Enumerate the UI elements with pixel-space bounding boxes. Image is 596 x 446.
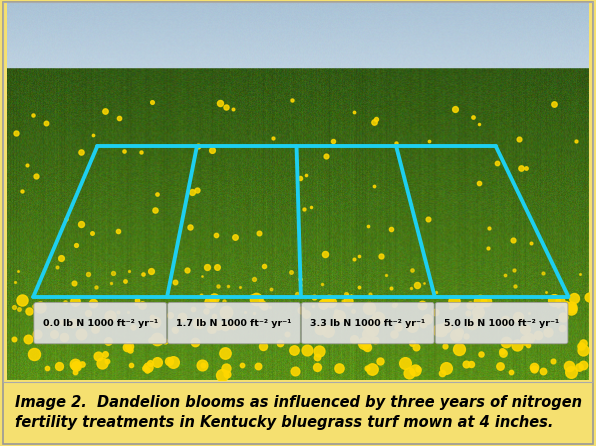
FancyBboxPatch shape — [167, 302, 300, 344]
FancyBboxPatch shape — [435, 302, 568, 344]
FancyBboxPatch shape — [34, 302, 166, 344]
Text: 0.0 lb N 1000 ft⁻² yr⁻¹: 0.0 lb N 1000 ft⁻² yr⁻¹ — [42, 318, 158, 327]
Text: 1.7 lb N 1000 ft⁻² yr⁻¹: 1.7 lb N 1000 ft⁻² yr⁻¹ — [176, 318, 292, 327]
FancyBboxPatch shape — [302, 302, 434, 344]
Text: 5.0 lb N 1000 ft⁻² yr⁻¹: 5.0 lb N 1000 ft⁻² yr⁻¹ — [444, 318, 559, 327]
Text: Image 2.  Dandelion blooms as influenced by three years of nitrogen
fertility tr: Image 2. Dandelion blooms as influenced … — [15, 395, 582, 430]
Text: 3.3 lb N 1000 ft⁻² yr⁻¹: 3.3 lb N 1000 ft⁻² yr⁻¹ — [310, 318, 426, 327]
